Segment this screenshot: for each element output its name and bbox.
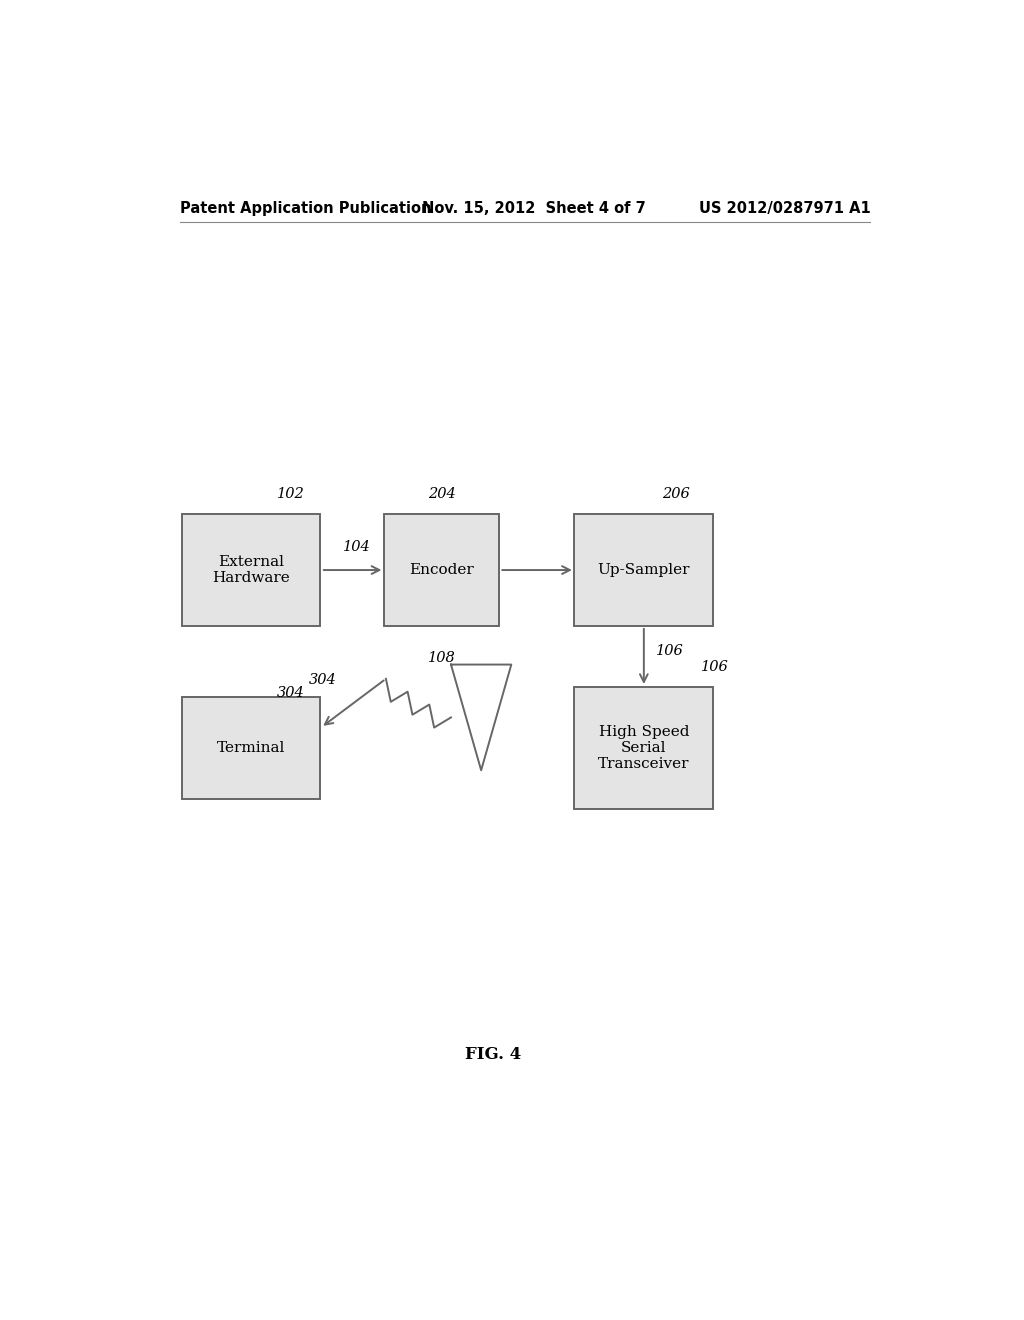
Text: 106: 106	[655, 644, 683, 659]
Text: 102: 102	[276, 487, 304, 500]
Bar	[384, 515, 499, 626]
Text: 104: 104	[343, 540, 371, 553]
Text: Up-Sampler: Up-Sampler	[598, 564, 690, 577]
Text: 204: 204	[428, 487, 456, 500]
Text: Nov. 15, 2012  Sheet 4 of 7: Nov. 15, 2012 Sheet 4 of 7	[422, 201, 645, 216]
Text: 108: 108	[428, 651, 456, 664]
Text: US 2012/0287971 A1: US 2012/0287971 A1	[699, 201, 871, 216]
Bar	[574, 515, 714, 626]
Text: Terminal: Terminal	[217, 741, 286, 755]
Text: High Speed
Serial
Transceiver: High Speed Serial Transceiver	[598, 725, 689, 771]
Text: External
Hardware: External Hardware	[212, 554, 290, 585]
Bar	[181, 697, 321, 799]
Text: 106: 106	[701, 660, 729, 673]
Text: Patent Application Publication: Patent Application Publication	[179, 201, 431, 216]
Text: 304: 304	[308, 673, 336, 686]
Text: 304: 304	[276, 686, 304, 700]
Text: 206: 206	[662, 487, 689, 500]
Text: Encoder: Encoder	[410, 564, 474, 577]
Bar	[181, 515, 321, 626]
Bar	[574, 686, 714, 809]
Text: FIG. 4: FIG. 4	[465, 1047, 521, 1064]
